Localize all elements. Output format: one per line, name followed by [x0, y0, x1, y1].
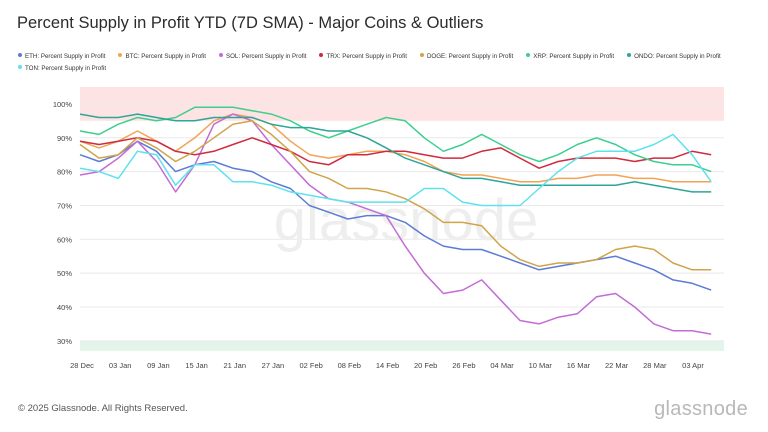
x-tick-label: 09 Jan	[147, 361, 170, 370]
x-tick-label: 08 Feb	[338, 361, 361, 370]
y-tick-label: 80%	[57, 168, 72, 177]
series-line	[79, 113, 712, 193]
chart-legend: ETH: Percent Supply in Profit BTC: Percen…	[18, 51, 753, 75]
x-tick-label: 10 Mar	[529, 361, 553, 370]
legend-marker-icon	[319, 53, 324, 57]
legend-label: SOL: Percent Supply in Profit	[225, 53, 307, 60]
x-tick-label: 02 Feb	[299, 361, 322, 370]
legend-label: BTC: Percent Supply in Profit	[125, 53, 206, 60]
series-line	[79, 120, 712, 271]
legend-marker-icon	[627, 53, 632, 57]
legend-item[interactable]: ETH: Percent Supply in Profit	[18, 51, 105, 63]
legend-marker-icon	[218, 53, 223, 57]
page-title: Percent Supply in Profit YTD (7D SMA) - …	[17, 14, 484, 32]
y-tick-label: 50%	[57, 269, 72, 278]
x-tick-label: 15 Jan	[185, 361, 208, 370]
legend-item[interactable]: BTC: Percent Supply in Profit	[118, 51, 206, 63]
legend-marker-icon	[419, 53, 424, 57]
x-tick-label: 14 Feb	[376, 361, 399, 370]
y-tick-label: 30%	[57, 337, 72, 346]
y-tick-label: 70%	[57, 201, 72, 210]
legend-label: XRP: Percent Supply in Profit	[533, 53, 615, 60]
legend-marker-icon	[18, 53, 22, 57]
x-tick-label: 03 Jan	[109, 361, 132, 370]
x-tick-label: 28 Dec	[70, 361, 94, 370]
x-tick-label: 28 Mar	[643, 361, 667, 370]
legend-label: TRX: Percent Supply in Profit	[326, 53, 407, 60]
legend-marker-icon	[18, 65, 22, 69]
series-line	[79, 106, 712, 173]
legend-item[interactable]: SOL: Percent Supply in Profit	[218, 51, 307, 63]
x-tick-label: 21 Jan	[223, 361, 246, 370]
y-tick-label: 60%	[57, 235, 72, 244]
legend-label: ONDO: Percent Supply in Profit	[634, 53, 721, 60]
series-line	[79, 113, 712, 335]
series-line	[79, 140, 712, 291]
legend-item[interactable]: TON: Percent Supply in Profit	[18, 63, 106, 75]
x-tick-label: 03 Apr	[682, 361, 704, 370]
series-line	[79, 137, 712, 169]
shaded-band	[80, 340, 724, 351]
x-tick-label: 20 Feb	[414, 361, 437, 370]
legend-item[interactable]: TRX: Percent Supply in Profit	[319, 51, 407, 63]
brand-logo: glassnode	[654, 398, 748, 420]
legend-item[interactable]: XRP: Percent Supply in Profit	[526, 51, 614, 63]
series-line	[79, 133, 712, 207]
legend-label: ETH: Percent Supply in Profit	[25, 53, 106, 60]
y-tick-label: 90%	[57, 134, 72, 143]
x-tick-label: 16 Mar	[567, 361, 591, 370]
y-tick-label: 100%	[53, 100, 73, 109]
legend-label: DOGE: Percent Supply in Profit	[426, 53, 514, 60]
legend-marker-icon	[118, 53, 123, 57]
legend-item[interactable]: DOGE: Percent Supply in Profit	[419, 51, 514, 63]
y-tick-label: 40%	[57, 303, 72, 312]
copyright-text: © 2025 Glassnode. All Rights Reserved.	[18, 403, 188, 414]
x-tick-label: 04 Mar	[490, 361, 514, 370]
x-tick-label: 22 Mar	[605, 361, 629, 370]
x-tick-label: 27 Jan	[262, 361, 285, 370]
legend-item[interactable]: ONDO: Percent Supply in Profit	[627, 51, 721, 63]
x-tick-label: 26 Feb	[452, 361, 475, 370]
legend-marker-icon	[526, 53, 531, 57]
legend-label: TON: Percent Supply in Profit	[25, 65, 107, 72]
